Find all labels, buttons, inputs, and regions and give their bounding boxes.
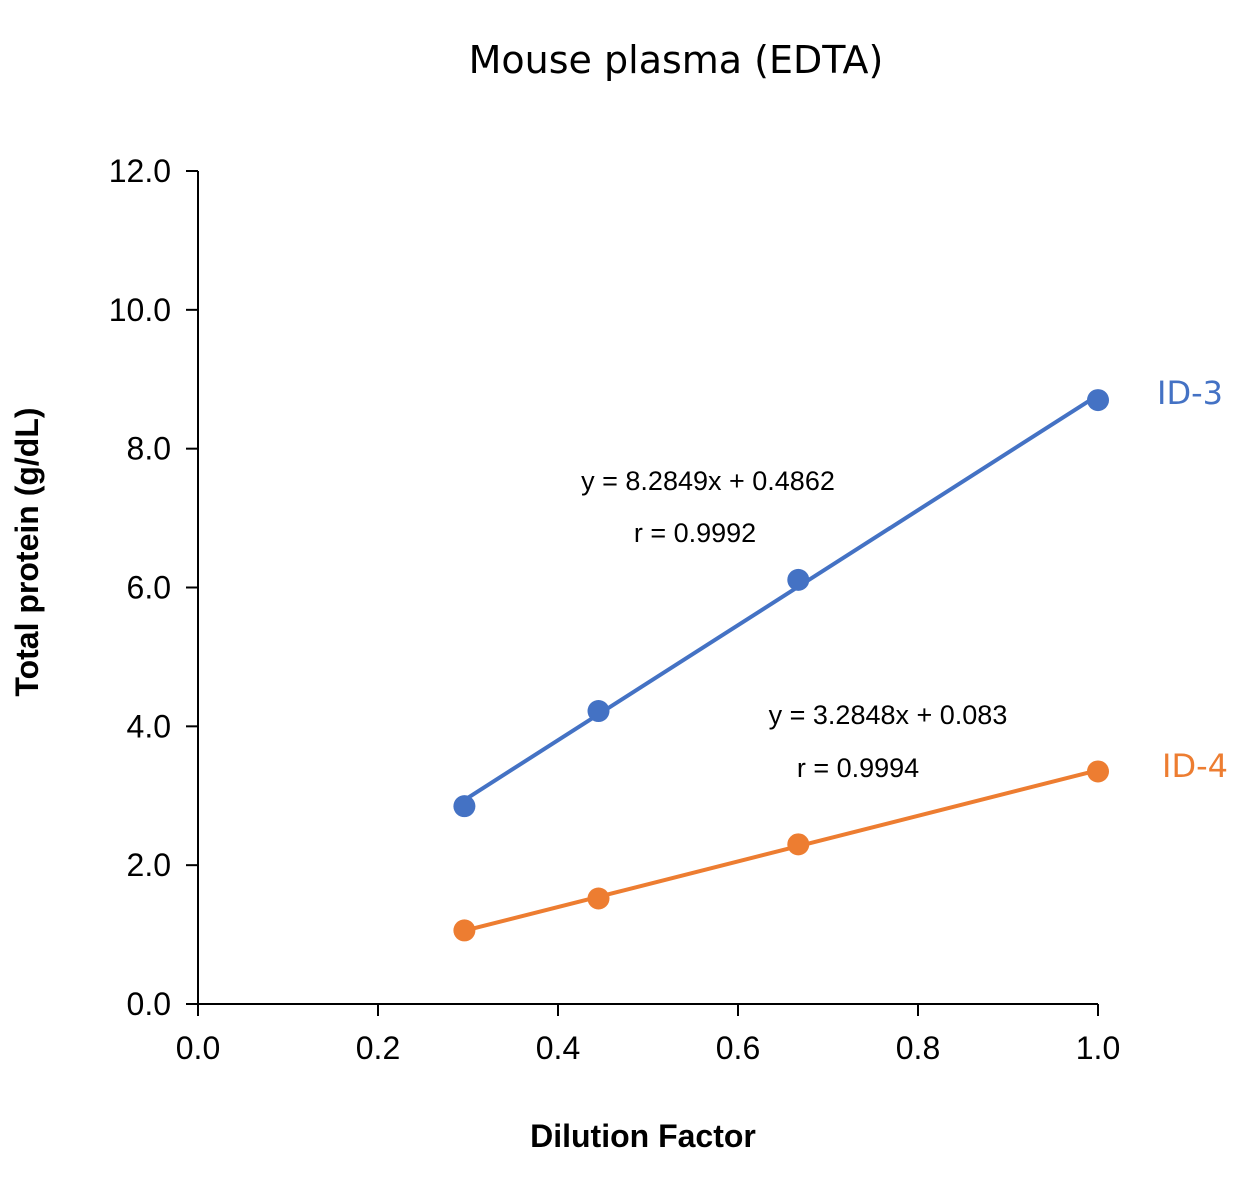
series-label-id-4: ID-4 bbox=[1162, 747, 1228, 785]
data-point-id-4 bbox=[587, 887, 610, 910]
x-tick-label: 0.2 bbox=[356, 1030, 400, 1066]
r-value-id-3: r = 0.9992 bbox=[634, 518, 756, 548]
x-tick-label: 0.8 bbox=[896, 1030, 940, 1066]
x-tick-label: 0.4 bbox=[536, 1030, 580, 1066]
trendline-id-4 bbox=[462, 768, 1100, 933]
axes: 0.0 0.2 0.4 0.6 0.8 1.0 0.0 2.0 4.0 6.0 8.0 10.0 12.… bbox=[109, 153, 1121, 1066]
y-axis-label: Total protein (g/dL) bbox=[9, 407, 45, 696]
x-tick-label: 0.0 bbox=[176, 1030, 220, 1066]
data-point-id-3 bbox=[453, 795, 476, 818]
trendline-id-3 bbox=[462, 393, 1100, 803]
data-point-id-4 bbox=[453, 919, 476, 942]
plot-area bbox=[453, 389, 1109, 942]
chart-title: Mouse plasma (EDTA) bbox=[469, 38, 884, 82]
y-tick-label: 8.0 bbox=[127, 431, 171, 467]
equation-id-3: y = 8.2849x + 0.4862 bbox=[581, 466, 835, 496]
x-tick-label: 0.6 bbox=[716, 1030, 760, 1066]
data-point-id-4 bbox=[1087, 760, 1109, 783]
data-point-id-4 bbox=[787, 833, 810, 856]
y-tick-label: 12.0 bbox=[109, 153, 171, 189]
x-tick-label: 1.0 bbox=[1076, 1030, 1120, 1066]
annotations: y = 8.2849x + 0.4862 r = 0.9992 ID-3 y = 3.… bbox=[581, 374, 1228, 785]
data-point-id-3 bbox=[1087, 389, 1109, 412]
equation-id-4: y = 3.2848x + 0.083 bbox=[769, 700, 1008, 730]
y-tick-label: 10.0 bbox=[109, 292, 171, 328]
y-tick-label: 4.0 bbox=[127, 708, 171, 744]
series-label-id-3: ID-3 bbox=[1157, 374, 1223, 412]
y-tick-label: 0.0 bbox=[127, 986, 171, 1022]
data-point-id-3 bbox=[587, 700, 610, 723]
x-axis-label: Dilution Factor bbox=[530, 1118, 756, 1154]
y-tick-label: 2.0 bbox=[127, 847, 171, 883]
y-tick-label: 6.0 bbox=[127, 570, 171, 606]
data-point-id-3 bbox=[787, 568, 810, 591]
r-value-id-4: r = 0.9994 bbox=[797, 753, 919, 783]
